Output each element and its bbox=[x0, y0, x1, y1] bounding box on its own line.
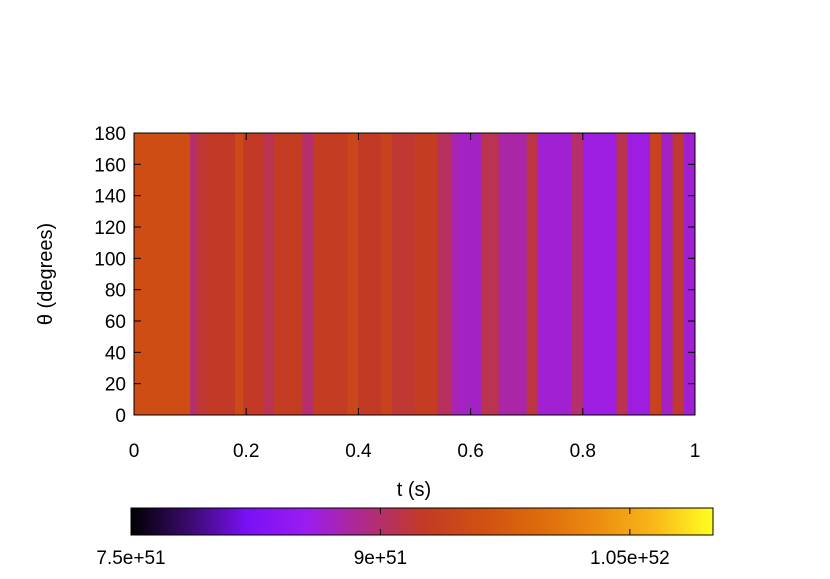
y-tick-label: 0 bbox=[115, 406, 126, 427]
heatmap-column bbox=[190, 133, 198, 415]
heatmap-column bbox=[263, 133, 275, 415]
y-tick-label: 80 bbox=[105, 281, 126, 302]
x-tick-label: 0.4 bbox=[345, 441, 372, 462]
heatmap-column bbox=[683, 133, 695, 415]
y-axis-ticks: 0 20 40 60 80 100 120 140 160 180 bbox=[94, 124, 695, 427]
x-axis-label: t (s) bbox=[397, 479, 431, 501]
heatmap-column bbox=[582, 133, 618, 415]
colorbar-tick-label: 9e+51 bbox=[354, 548, 407, 569]
heatmap-column bbox=[302, 133, 315, 415]
y-tick-label: 20 bbox=[105, 375, 126, 396]
y-tick-label: 140 bbox=[94, 187, 126, 208]
x-tick-label: 0.8 bbox=[570, 441, 596, 462]
plot-frame bbox=[133, 132, 696, 416]
heatmap-column bbox=[650, 133, 662, 415]
x-tick-label: 0.2 bbox=[233, 441, 259, 462]
heatmap-column bbox=[134, 133, 191, 415]
heatmap-column bbox=[414, 133, 438, 415]
heatmap-column bbox=[498, 133, 528, 415]
x-axis-ticks: 0 0.2 0.4 0.6 0.8 1 bbox=[129, 133, 701, 462]
heatmap-column bbox=[196, 133, 208, 415]
y-tick-label: 180 bbox=[94, 124, 126, 145]
heatmap-column bbox=[347, 133, 359, 415]
y-tick-label: 40 bbox=[105, 343, 126, 364]
heatmap-column bbox=[234, 133, 244, 415]
heatmap-column bbox=[358, 133, 382, 415]
x-tick-label: 0 bbox=[129, 441, 140, 462]
heatmap-area bbox=[134, 133, 695, 415]
heatmap-column bbox=[206, 133, 236, 415]
y-tick-label: 120 bbox=[94, 218, 126, 239]
colorbar-ticks: 7.5e+51 9e+51 1.05e+52 bbox=[96, 508, 670, 569]
heatmap-column bbox=[537, 133, 573, 415]
heatmap-column bbox=[571, 133, 584, 415]
colorbar-gradient bbox=[130, 507, 714, 536]
heatmap-column bbox=[380, 133, 393, 415]
y-tick-label: 100 bbox=[94, 249, 126, 270]
heatmap-column bbox=[274, 133, 303, 415]
heatmap-column bbox=[672, 133, 685, 415]
heatmap-column bbox=[661, 133, 674, 415]
colorbar-tick-label: 7.5e+51 bbox=[96, 548, 165, 569]
heatmap-column bbox=[459, 133, 483, 415]
y-axis-label: θ (degrees) bbox=[35, 223, 57, 325]
heatmap-column bbox=[313, 133, 348, 415]
y-tick-label: 160 bbox=[94, 155, 126, 176]
colorbar-tick-label: 1.05e+52 bbox=[590, 548, 670, 569]
heatmap-column bbox=[481, 133, 500, 415]
heatmap-column bbox=[627, 133, 651, 415]
colorbar: 7.5e+51 9e+51 1.05e+52 bbox=[96, 507, 714, 569]
heatmap-column bbox=[526, 133, 539, 415]
heatmap-column bbox=[450, 133, 460, 415]
x-tick-label: 0.6 bbox=[457, 441, 483, 462]
heatmap-column bbox=[436, 133, 452, 415]
x-tick-label: 1 bbox=[690, 441, 701, 462]
heatmap-column bbox=[243, 133, 264, 415]
heatmap-column bbox=[392, 133, 416, 415]
y-tick-label: 60 bbox=[105, 312, 126, 333]
heatmap-column bbox=[616, 133, 629, 415]
